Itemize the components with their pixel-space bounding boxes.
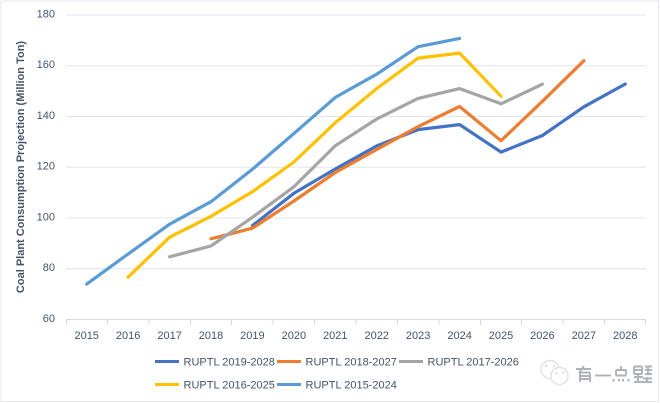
svg-text:100: 100 (37, 211, 55, 223)
svg-text:2015: 2015 (74, 330, 98, 342)
svg-text:2028: 2028 (613, 330, 637, 342)
svg-text:2021: 2021 (323, 330, 347, 342)
svg-text:2024: 2024 (447, 330, 471, 342)
svg-text:RUPTL 2016-2025: RUPTL 2016-2025 (184, 379, 275, 391)
svg-text:2023: 2023 (406, 330, 430, 342)
svg-text:RUPTL 2018-2027: RUPTL 2018-2027 (306, 356, 397, 368)
svg-text:80: 80 (43, 262, 55, 274)
svg-text:2026: 2026 (530, 330, 554, 342)
svg-text:120: 120 (37, 161, 55, 173)
svg-text:2017: 2017 (157, 330, 181, 342)
svg-text:2019: 2019 (240, 330, 264, 342)
svg-text:2016: 2016 (116, 330, 140, 342)
svg-text:2025: 2025 (489, 330, 513, 342)
svg-text:RUPTL 2015-2024: RUPTL 2015-2024 (306, 379, 397, 391)
svg-text:60: 60 (43, 313, 55, 325)
svg-text:2022: 2022 (364, 330, 388, 342)
svg-text:RUPTL 2019-2028: RUPTL 2019-2028 (184, 356, 275, 368)
svg-text:160: 160 (37, 59, 55, 71)
svg-text:Coal Plant Consumption Project: Coal Plant Consumption Projection (Milli… (15, 41, 27, 294)
svg-text:RUPTL 2017-2026: RUPTL 2017-2026 (428, 356, 519, 368)
svg-text:140: 140 (37, 110, 55, 122)
svg-text:2018: 2018 (199, 330, 223, 342)
svg-text:2020: 2020 (282, 330, 306, 342)
svg-text:2027: 2027 (572, 330, 596, 342)
svg-text:180: 180 (37, 8, 55, 20)
